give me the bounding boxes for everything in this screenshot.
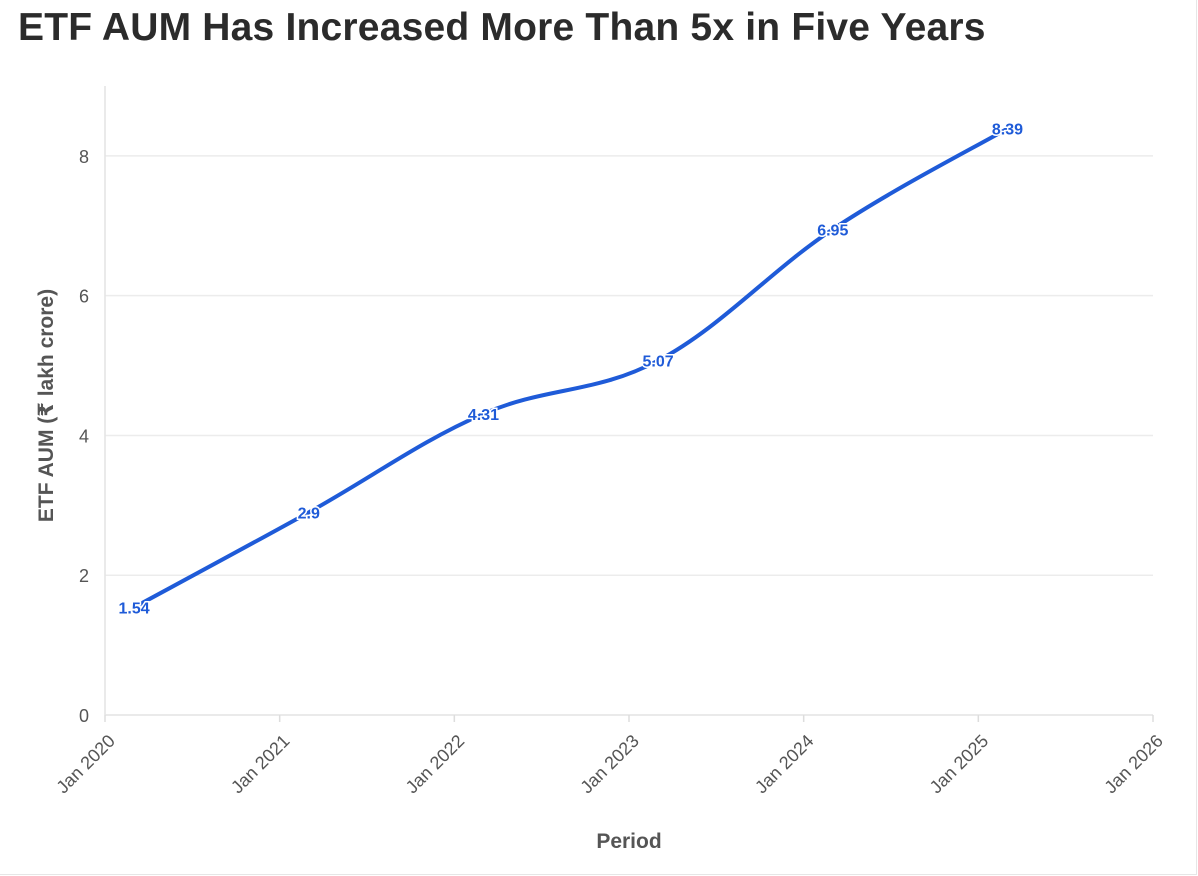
axes (104, 86, 1153, 716)
y-tick-label: 6 (79, 287, 89, 307)
data-label: 2.9 (298, 505, 320, 522)
series-line (132, 126, 1010, 610)
x-tick-label: Jan 2020 (52, 731, 119, 798)
data-label: 8.39 (992, 122, 1023, 139)
y-tick-label: 4 (79, 426, 89, 446)
data-label: 5.07 (643, 354, 674, 371)
y-axis-title: ETF AUM (₹ lakh crore) (35, 289, 58, 522)
x-tick-label: Jan 2024 (751, 731, 818, 798)
y-axis-ticks: 0 2 4 6 8 (79, 147, 89, 726)
data-label: 6.95 (817, 222, 848, 239)
x-tick-label: Jan 2022 (402, 731, 469, 798)
grid-lines (105, 155, 1153, 576)
y-tick-label: 2 (79, 566, 89, 586)
chart-title: ETF AUM Has Increased More Than 5x in Fi… (18, 6, 986, 49)
y-tick-label: 0 (79, 706, 89, 726)
x-tick-label: Jan 2023 (576, 731, 643, 798)
x-tick-label: Jan 2021 (227, 731, 294, 798)
data-label: 1.54 (119, 600, 150, 617)
x-tick-label: Jan 2025 (926, 731, 993, 798)
x-axis-ticks: Jan 2020 Jan 2021 Jan 2022 Jan 2023 Jan 2024… (52, 715, 1167, 797)
x-axis-title: Period (596, 830, 661, 853)
x-tick-label: Jan 2026 (1100, 731, 1167, 798)
y-tick-label: 8 (79, 147, 89, 167)
data-labels: 1.54 2.9 4.31 5.07 6.95 8.39 (117, 120, 1025, 619)
data-label: 4.31 (468, 407, 499, 424)
series-group (132, 126, 1010, 610)
